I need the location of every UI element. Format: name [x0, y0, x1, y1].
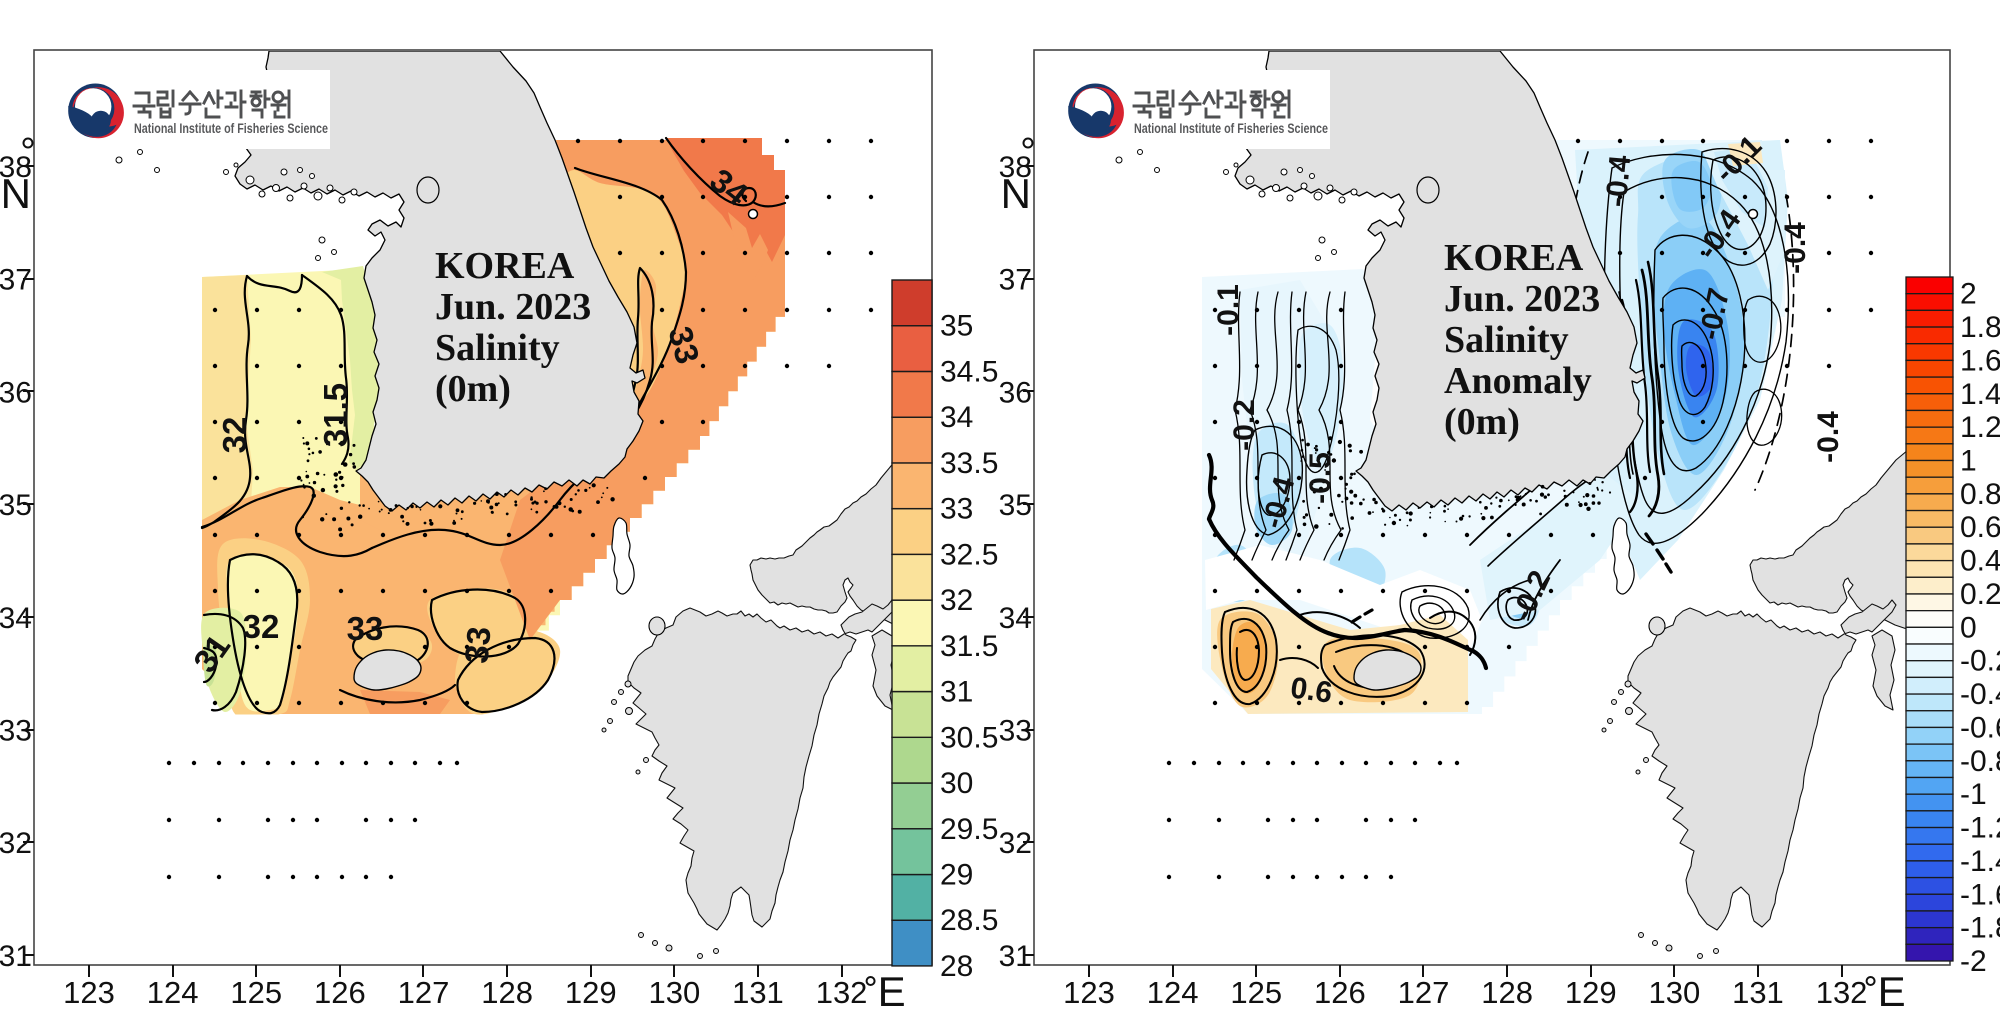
- svg-text:-0.4: -0.4: [1600, 154, 1637, 209]
- svg-text:31: 31: [940, 676, 973, 709]
- svg-text:129: 129: [565, 975, 617, 1010]
- svg-text:0.2: 0.2: [1960, 578, 2000, 611]
- svg-text:National Institute of Fisherie: National Institute of Fisheries Science: [134, 121, 328, 136]
- svg-text:31.5: 31.5: [940, 630, 998, 663]
- svg-text:32: 32: [243, 608, 280, 645]
- svg-text:1.6: 1.6: [1960, 344, 2000, 377]
- svg-text:37: 37: [999, 264, 1032, 297]
- svg-text:2: 2: [1960, 278, 1977, 311]
- svg-text:31: 31: [0, 940, 32, 973]
- svg-text:125: 125: [230, 975, 282, 1010]
- svg-text:KOREA: KOREA: [1444, 237, 1584, 279]
- svg-text:123: 123: [1063, 975, 1115, 1010]
- svg-text:32: 32: [999, 827, 1032, 860]
- svg-text:-0.2: -0.2: [1960, 645, 2000, 678]
- svg-text:128: 128: [1481, 975, 1533, 1010]
- svg-text:National Institute of Fisherie: National Institute of Fisheries Science: [1134, 121, 1328, 136]
- svg-text:127: 127: [1398, 975, 1450, 1010]
- svg-text:31.5: 31.5: [317, 383, 354, 447]
- svg-text:33: 33: [347, 610, 384, 647]
- svg-text:0.4: 0.4: [1960, 545, 2000, 578]
- svg-text:-0.1: -0.1: [1212, 284, 1245, 336]
- svg-text:Salinity: Salinity: [435, 327, 560, 369]
- svg-text:KOREA: KOREA: [435, 245, 575, 287]
- svg-text:E: E: [878, 968, 906, 1015]
- svg-text:35: 35: [999, 489, 1032, 522]
- svg-text:(0m): (0m): [435, 368, 511, 410]
- svg-text:-0.4: -0.4: [1960, 678, 2000, 711]
- svg-text:N: N: [1001, 170, 1031, 217]
- svg-text:-0.8: -0.8: [1960, 745, 2000, 778]
- svg-text:-0.4: -0.4: [1812, 411, 1845, 463]
- svg-text:36: 36: [0, 376, 32, 409]
- svg-text:32: 32: [216, 417, 253, 454]
- svg-text:131: 131: [1732, 975, 1784, 1010]
- svg-text:36: 36: [999, 376, 1032, 409]
- svg-text:126: 126: [314, 975, 366, 1010]
- svg-text:-0.4: -0.4: [1779, 222, 1812, 274]
- svg-text:(0m): (0m): [1444, 401, 1520, 443]
- svg-text:0.6: 0.6: [1288, 671, 1334, 709]
- svg-text:-0.5: -0.5: [1304, 452, 1337, 504]
- svg-text:31: 31: [999, 940, 1032, 973]
- svg-text:Salinity: Salinity: [1444, 319, 1569, 361]
- svg-text:Jun. 2023: Jun. 2023: [435, 286, 591, 328]
- svg-text:125: 125: [1230, 975, 1282, 1010]
- svg-text:30: 30: [940, 767, 973, 800]
- svg-text:34: 34: [0, 602, 32, 635]
- svg-text:0: 0: [1960, 611, 1977, 644]
- svg-text:32.5: 32.5: [940, 538, 998, 571]
- svg-text:Anomaly: Anomaly: [1444, 360, 1592, 402]
- svg-text:29.5: 29.5: [940, 813, 998, 846]
- svg-text:28.5: 28.5: [940, 904, 998, 937]
- svg-text:34: 34: [940, 401, 973, 434]
- svg-text:28: 28: [940, 950, 973, 983]
- svg-text:1.4: 1.4: [1960, 378, 2000, 411]
- svg-text:1.2: 1.2: [1960, 411, 2000, 444]
- svg-text:128: 128: [481, 975, 533, 1010]
- svg-text:-1.4: -1.4: [1960, 845, 2000, 878]
- svg-text:33: 33: [940, 493, 973, 526]
- svg-text:131: 131: [732, 975, 784, 1010]
- svg-text:132: 132: [1816, 975, 1868, 1010]
- svg-text:-1.8: -1.8: [1960, 912, 2000, 945]
- svg-text:0.8: 0.8: [1960, 478, 2000, 511]
- svg-text:-0.2: -0.2: [1228, 399, 1261, 451]
- svg-text:33: 33: [999, 715, 1032, 748]
- svg-text:-2: -2: [1960, 945, 1987, 978]
- svg-text:127: 127: [398, 975, 450, 1010]
- svg-text:130: 130: [1648, 975, 1700, 1010]
- svg-text:0.6: 0.6: [1960, 511, 2000, 544]
- svg-text:37: 37: [0, 264, 32, 297]
- svg-text:124: 124: [1147, 975, 1199, 1010]
- svg-text:32: 32: [940, 584, 973, 617]
- svg-text:Jun. 2023: Jun. 2023: [1444, 278, 1600, 320]
- svg-text:35: 35: [940, 310, 973, 343]
- svg-text:123: 123: [63, 975, 115, 1010]
- svg-text:E: E: [1878, 968, 1906, 1015]
- svg-text:-1: -1: [1960, 778, 1987, 811]
- svg-text:1.8: 1.8: [1960, 311, 2000, 344]
- svg-text:35: 35: [0, 489, 32, 522]
- svg-text:29: 29: [940, 858, 973, 891]
- svg-text:32: 32: [0, 827, 32, 860]
- svg-text:33: 33: [0, 715, 32, 748]
- svg-text:129: 129: [1565, 975, 1617, 1010]
- svg-text:130: 130: [648, 975, 700, 1010]
- svg-text:38: 38: [999, 151, 1032, 184]
- svg-text:126: 126: [1314, 975, 1366, 1010]
- svg-text:N: N: [1, 170, 31, 217]
- svg-text:33.5: 33.5: [940, 447, 998, 480]
- svg-text:124: 124: [147, 975, 199, 1010]
- svg-text:-1.6: -1.6: [1960, 878, 2000, 911]
- svg-text:132: 132: [816, 975, 868, 1010]
- svg-text:34: 34: [999, 602, 1032, 635]
- svg-text:38: 38: [0, 151, 32, 184]
- svg-text:1: 1: [1960, 445, 1977, 478]
- svg-text:-0.6: -0.6: [1960, 711, 2000, 744]
- svg-text:33: 33: [458, 625, 498, 665]
- svg-text:34.5: 34.5: [940, 355, 998, 388]
- svg-text:-1.2: -1.2: [1960, 812, 2000, 845]
- svg-text:30.5: 30.5: [940, 721, 998, 754]
